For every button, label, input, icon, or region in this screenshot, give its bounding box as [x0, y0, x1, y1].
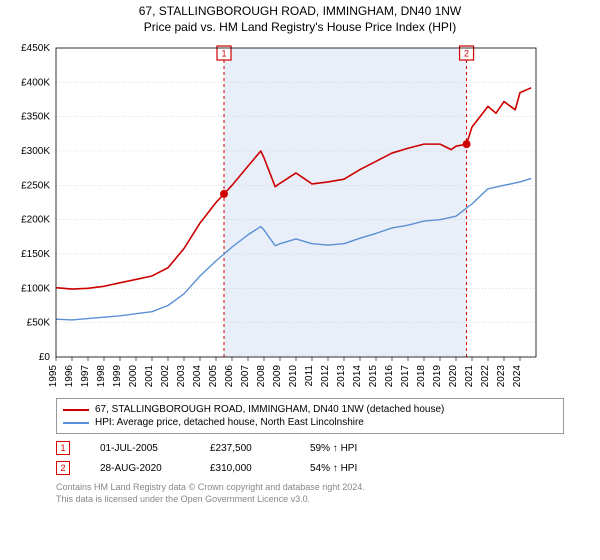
svg-text:2024: 2024 — [512, 365, 523, 387]
svg-text:2004: 2004 — [192, 365, 203, 387]
svg-text:2019: 2019 — [432, 365, 443, 387]
event-marker: 2 — [56, 461, 70, 475]
legend-row: 67, STALLINGBOROUGH ROAD, IMMINGHAM, DN4… — [63, 403, 557, 416]
event-delta: 54% ↑ HPI — [310, 463, 357, 474]
svg-text:1999: 1999 — [112, 365, 123, 387]
svg-text:2000: 2000 — [128, 365, 139, 387]
svg-text:1996: 1996 — [64, 365, 75, 387]
svg-text:2018: 2018 — [416, 365, 427, 387]
event-row: 2 28-AUG-2020 £310,000 54% ↑ HPI — [56, 458, 564, 478]
svg-text:2022: 2022 — [480, 365, 491, 387]
svg-text:2014: 2014 — [352, 365, 363, 387]
svg-text:2: 2 — [464, 49, 469, 59]
svg-text:£150K: £150K — [21, 249, 50, 260]
event-date: 28-AUG-2020 — [100, 463, 180, 474]
svg-text:2011: 2011 — [304, 365, 315, 387]
footer-line2: This data is licensed under the Open Gov… — [56, 494, 564, 506]
event-price: £310,000 — [210, 463, 280, 474]
svg-text:2015: 2015 — [368, 365, 379, 387]
svg-text:2010: 2010 — [288, 365, 299, 387]
legend-swatch — [63, 409, 89, 411]
svg-text:2020: 2020 — [448, 365, 459, 387]
legend-label: HPI: Average price, detached house, Nort… — [95, 417, 364, 428]
footer-line1: Contains HM Land Registry data © Crown c… — [56, 482, 564, 494]
svg-text:£400K: £400K — [21, 77, 50, 88]
legend: 67, STALLINGBOROUGH ROAD, IMMINGHAM, DN4… — [56, 398, 564, 434]
title-sub: Price paid vs. HM Land Registry's House … — [6, 20, 594, 34]
svg-text:2009: 2009 — [272, 365, 283, 387]
legend-row: HPI: Average price, detached house, Nort… — [63, 416, 557, 429]
svg-text:£50K: £50K — [27, 318, 51, 329]
chart-titles: 67, STALLINGBOROUGH ROAD, IMMINGHAM, DN4… — [6, 4, 594, 34]
svg-text:2017: 2017 — [400, 365, 411, 387]
event-marker: 1 — [56, 441, 70, 455]
legend-label: 67, STALLINGBOROUGH ROAD, IMMINGHAM, DN4… — [95, 404, 444, 415]
svg-text:1: 1 — [221, 49, 226, 59]
svg-text:2021: 2021 — [464, 365, 475, 387]
svg-text:2006: 2006 — [224, 365, 235, 387]
title-main: 67, STALLINGBOROUGH ROAD, IMMINGHAM, DN4… — [6, 4, 594, 18]
svg-text:1995: 1995 — [48, 365, 59, 387]
svg-text:£300K: £300K — [21, 146, 50, 157]
svg-text:£350K: £350K — [21, 112, 50, 123]
svg-text:1998: 1998 — [96, 365, 107, 387]
legend-swatch — [63, 422, 89, 424]
svg-text:£250K: £250K — [21, 180, 50, 191]
svg-text:2005: 2005 — [208, 365, 219, 387]
svg-text:£0: £0 — [39, 352, 51, 363]
event-price: £237,500 — [210, 443, 280, 454]
svg-text:2008: 2008 — [256, 365, 267, 387]
svg-text:2013: 2013 — [336, 365, 347, 387]
svg-text:2001: 2001 — [144, 365, 155, 387]
svg-text:2012: 2012 — [320, 365, 331, 387]
svg-text:2003: 2003 — [176, 365, 187, 387]
event-delta: 59% ↑ HPI — [310, 443, 357, 454]
events-table: 1 01-JUL-2005 £237,500 59% ↑ HPI 2 28-AUG-202… — [56, 438, 564, 478]
footer-note: Contains HM Land Registry data © Crown c… — [56, 482, 564, 505]
svg-text:2023: 2023 — [496, 365, 507, 387]
svg-text:1997: 1997 — [80, 365, 91, 387]
event-date: 01-JUL-2005 — [100, 443, 180, 454]
svg-text:£200K: £200K — [21, 215, 50, 226]
line-chart: £0 £50K £100K £150K £200K £250K £300K £350K £400… — [6, 42, 546, 387]
event-row: 1 01-JUL-2005 £237,500 59% ↑ HPI — [56, 438, 564, 458]
svg-text:2007: 2007 — [240, 365, 251, 387]
svg-text:2002: 2002 — [160, 365, 171, 387]
svg-text:£100K: £100K — [21, 283, 50, 294]
svg-text:£450K: £450K — [21, 43, 50, 54]
svg-text:2016: 2016 — [384, 365, 395, 387]
chart-area: £0 £50K £100K £150K £200K £250K £300K £350K £400… — [6, 42, 594, 392]
